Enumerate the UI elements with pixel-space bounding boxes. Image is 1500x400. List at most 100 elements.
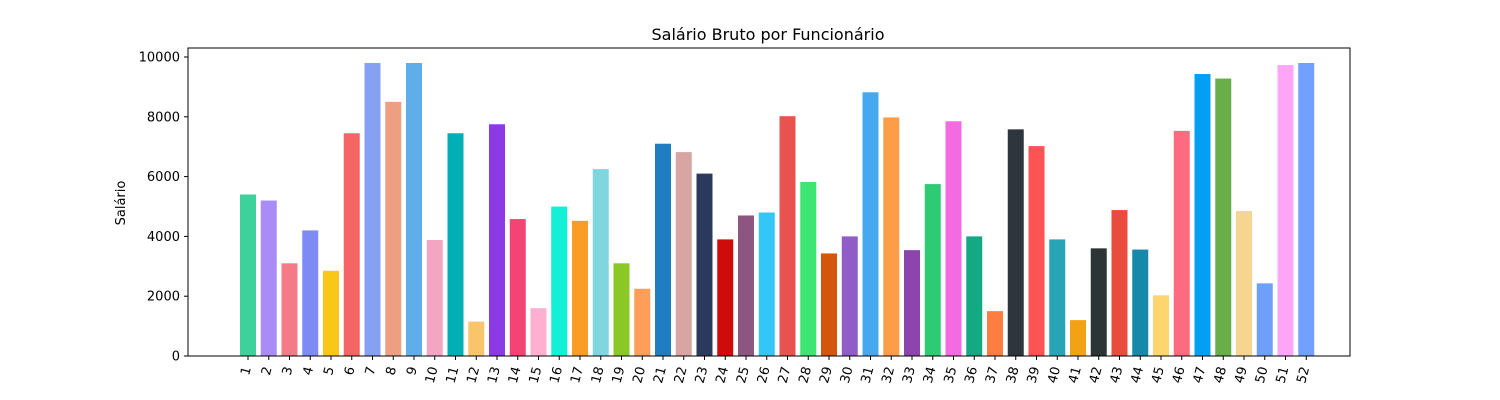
x-tick-label: 8: [383, 365, 400, 377]
bar-15: [530, 308, 547, 356]
bar-29: [821, 253, 837, 356]
x-tick-label: 25: [734, 365, 753, 385]
x-tick-label: 47: [1191, 365, 1210, 385]
x-tick-label: 30: [838, 365, 857, 385]
bar-6: [343, 133, 360, 356]
x-tick-label: 31: [859, 365, 878, 385]
bar-12: [468, 321, 485, 356]
bar-34: [924, 184, 941, 356]
x-tick-label: 33: [900, 365, 919, 385]
x-tick-label: 44: [1128, 365, 1147, 385]
x-tick-label: 2: [259, 365, 276, 377]
x-tick-label: 39: [1025, 365, 1044, 385]
bar-31: [862, 92, 879, 356]
x-tick-label: 50: [1253, 365, 1272, 385]
x-tick-label: 7: [363, 365, 380, 377]
x-tick-label: 26: [755, 365, 774, 385]
x-tick-label: 17: [568, 365, 587, 385]
plot-frame: [187, 47, 1351, 357]
y-axis: 0 2000 4000 6000 8000 10000: [139, 51, 188, 365]
bar-49: [1236, 210, 1252, 356]
bar-27: [779, 116, 796, 356]
bar-51: [1277, 65, 1294, 356]
x-tick-label: 12: [464, 365, 483, 385]
bar-13: [489, 124, 505, 356]
bar-39: [1028, 146, 1045, 356]
x-axis: 1 2 3 4 5 6 7 8 9 10 11 12 13 14 15 16 17 18 19 20 21 22 23 24 2…: [238, 356, 1313, 385]
bar-1: [240, 194, 256, 356]
bar-33: [904, 250, 920, 356]
bar-16: [551, 206, 568, 356]
x-tick-label: 35: [942, 365, 961, 385]
x-tick-label: 51: [1274, 365, 1293, 385]
x-tick-label: 6: [342, 365, 359, 377]
bar-7: [364, 62, 381, 356]
x-tick-label: 1: [238, 365, 255, 377]
x-tick-label: 41: [1066, 365, 1085, 385]
x-tick-label: 46: [1170, 365, 1189, 385]
x-tick-label: 15: [527, 365, 546, 385]
bar-41: [1070, 320, 1086, 356]
x-tick-label: 48: [1211, 365, 1230, 385]
x-tick-label: 49: [1232, 365, 1251, 385]
x-tick-label: 16: [547, 365, 566, 385]
x-tick-label: 52: [1294, 365, 1313, 385]
x-tick-label: 24: [713, 365, 732, 385]
x-tick-label: 36: [962, 365, 981, 385]
x-tick-label: 14: [506, 365, 525, 385]
x-tick-label: 11: [444, 365, 463, 385]
bar-42: [1090, 248, 1107, 356]
x-tick-label: 38: [1004, 365, 1023, 385]
bar-36: [966, 236, 983, 356]
bar-18: [592, 169, 609, 357]
y-tick-label: 0: [172, 350, 180, 365]
bar-32: [883, 117, 900, 357]
y-tick-label: 8000: [147, 110, 180, 125]
bar-5: [323, 270, 339, 356]
x-tick-label: 19: [610, 365, 629, 385]
x-tick-label: 21: [651, 365, 670, 385]
chart-title: Salário Bruto por Funcionário: [652, 25, 885, 44]
bar-43: [1111, 210, 1128, 356]
x-tick-label: 13: [485, 365, 504, 385]
bar-10: [426, 239, 443, 356]
bar-38: [1007, 129, 1024, 356]
bar-28: [800, 181, 817, 356]
x-tick-label: 27: [776, 365, 795, 385]
bar-46: [1173, 130, 1190, 356]
bar-8: [385, 101, 402, 356]
bar-14: [509, 219, 526, 356]
y-tick-label: 2000: [147, 290, 180, 305]
x-tick-label: 45: [1149, 365, 1168, 385]
x-tick-label: 10: [423, 365, 442, 385]
x-tick-label: 4: [300, 365, 317, 377]
bars-group: [240, 62, 1315, 357]
bar-3: [281, 263, 298, 356]
y-tick-label: 6000: [147, 170, 180, 185]
x-tick-label: 34: [921, 365, 940, 385]
bar-40: [1049, 239, 1066, 356]
bar-20: [634, 288, 651, 356]
bar-9: [406, 62, 422, 356]
bar-2: [260, 200, 277, 356]
x-tick-label: 32: [879, 365, 898, 385]
y-tick-label: 4000: [147, 230, 180, 245]
bar-21: [655, 143, 671, 356]
x-tick-label: 20: [630, 365, 649, 385]
x-tick-label: 28: [796, 365, 815, 385]
x-tick-label: 5: [321, 365, 338, 377]
x-tick-label: 29: [817, 365, 836, 385]
bar-26: [758, 212, 775, 356]
bar-37: [987, 311, 1003, 356]
y-tick-label: 10000: [139, 51, 180, 66]
bar-11: [447, 133, 464, 356]
bar-22: [675, 152, 692, 356]
bar-24: [717, 239, 734, 356]
bar-48: [1215, 78, 1232, 356]
x-tick-label: 22: [672, 365, 691, 385]
x-tick-label: 18: [589, 365, 608, 385]
x-tick-label: 37: [983, 365, 1002, 385]
bar-45: [1153, 295, 1169, 356]
bar-35: [945, 121, 962, 356]
